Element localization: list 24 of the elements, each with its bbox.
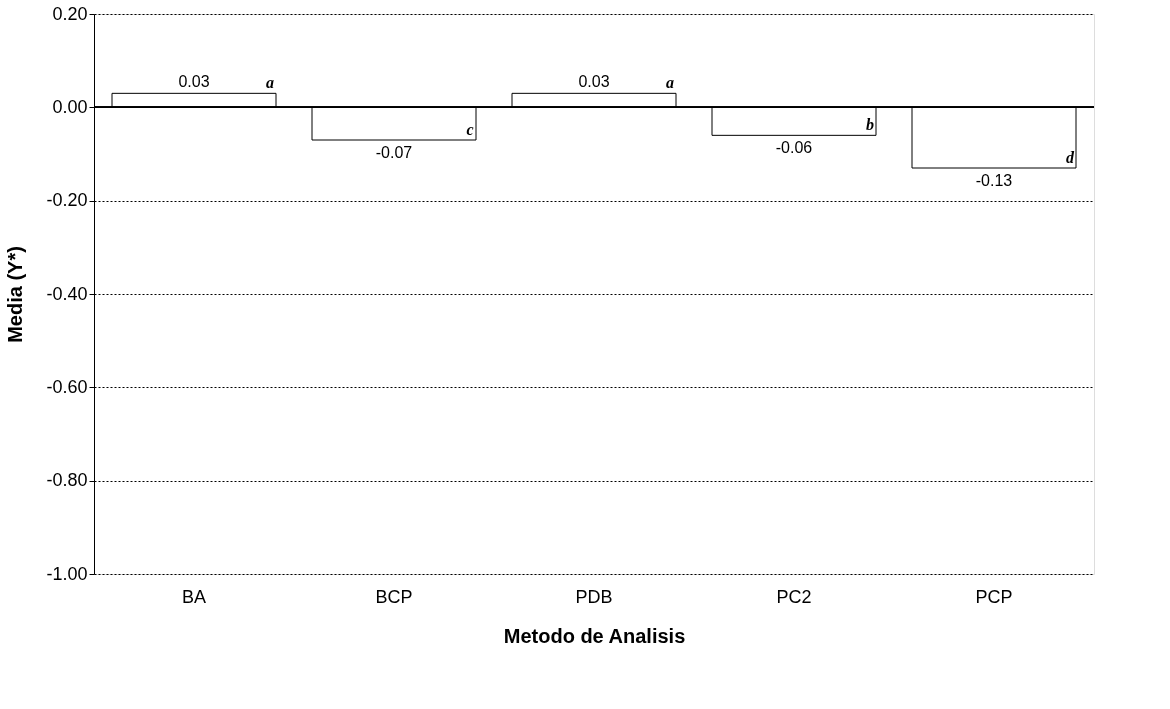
y-axis-title: Media (Y*) [4, 246, 27, 343]
y-tick-label: -0.80 [46, 470, 88, 491]
annotation: a [266, 74, 274, 92]
data-label: -0.13 [975, 172, 1013, 189]
annotation: b [866, 116, 874, 134]
x-tick-label: PDB [575, 586, 613, 607]
data-label: -0.07 [375, 144, 413, 161]
y-tick-label: -0.60 [46, 376, 88, 397]
y-tick-label: -1.00 [46, 563, 88, 584]
data-label: 0.03 [178, 73, 210, 91]
data-label: -0.06 [775, 139, 813, 157]
y-tick-label: 0.20 [52, 3, 88, 24]
annotation: d [1066, 149, 1075, 166]
y-tick-label: -0.40 [46, 283, 88, 304]
x-axis-title: Metodo de Analisis [503, 624, 686, 647]
x-tick-label: BCP [375, 586, 413, 607]
annotation: a [666, 74, 674, 92]
y-tick-label: -0.20 [46, 190, 88, 211]
data-label: 0.03 [578, 73, 610, 91]
x-tick-label: BA [181, 586, 207, 607]
y-tick-label: 0.00 [52, 96, 88, 117]
annotation: c [466, 121, 474, 138]
x-tick-label: PC2 [776, 586, 812, 607]
x-tick-label: PCP [975, 586, 1013, 607]
